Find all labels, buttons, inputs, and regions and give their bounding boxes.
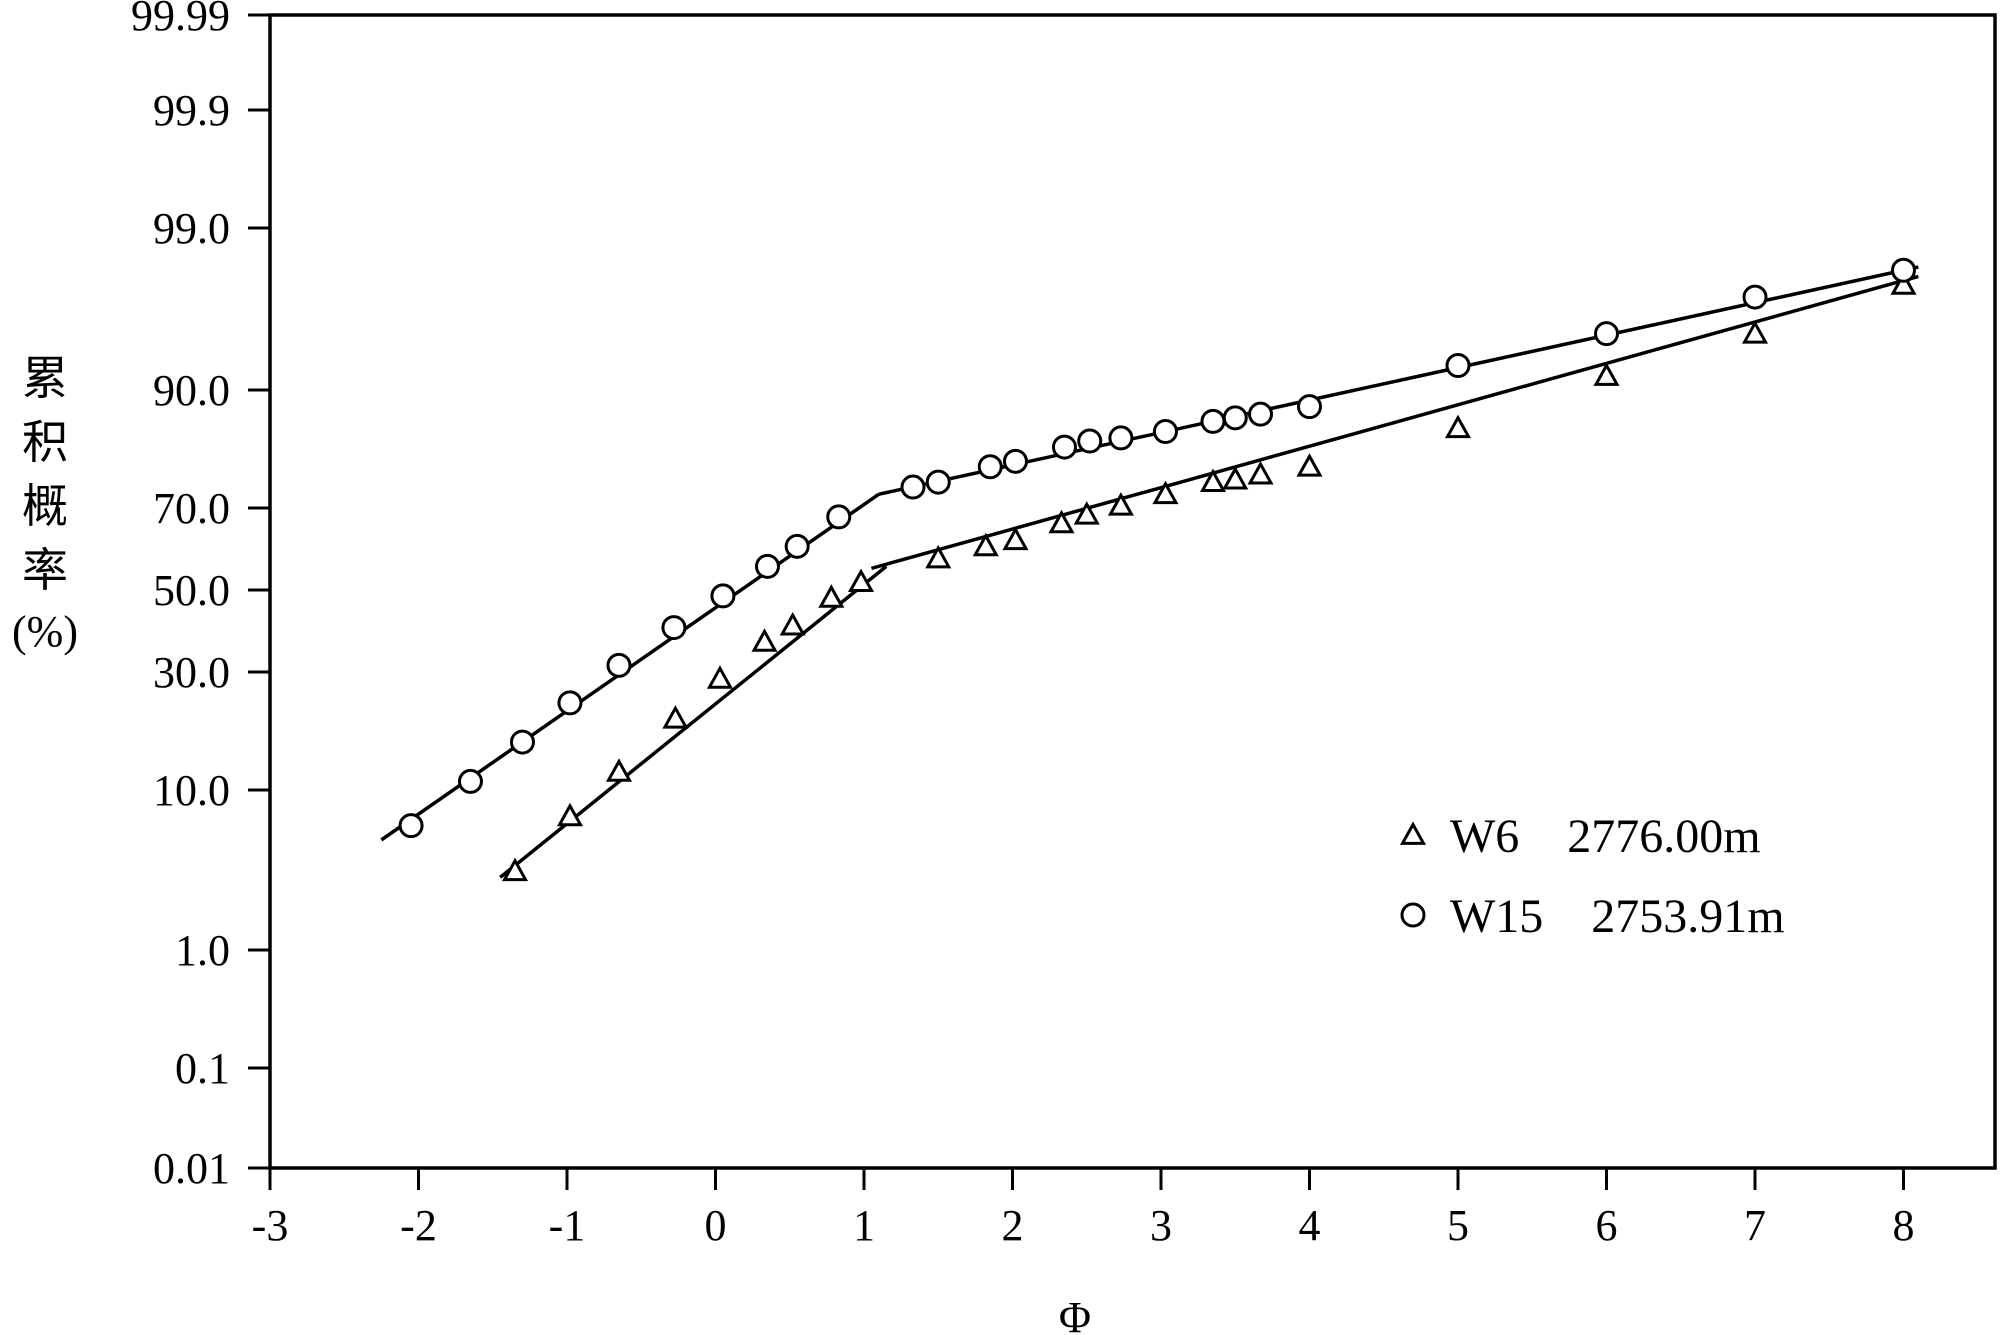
circle-marker [1445, 353, 1471, 379]
y-axis-title-unit: (%) [12, 607, 78, 656]
circle-marker [398, 813, 424, 839]
circle-marker [1200, 408, 1226, 434]
fit-line-segment [878, 265, 1919, 496]
x-tick-label: 7 [1744, 1201, 1766, 1250]
triangle-marker [1593, 362, 1620, 386]
triangle-marker [972, 532, 999, 557]
circle-marker [710, 583, 736, 609]
triangle-marker [1222, 466, 1249, 490]
x-tick-label: 3 [1150, 1201, 1172, 1250]
y-axis-title-char: 率 [22, 543, 68, 597]
triangle-marker [847, 568, 875, 593]
triangle-marker [925, 544, 952, 569]
x-tick-label: 5 [1447, 1201, 1469, 1250]
data-markers [398, 257, 1917, 882]
triangle-marker [1107, 492, 1134, 516]
x-axis-ticks: -3 -2 -1 0 1 2 3 4 5 6 7 8 [252, 1168, 1915, 1250]
triangle-marker [501, 857, 529, 882]
y-tick-label: 70.0 [153, 484, 230, 533]
y-tick-label: 99.9 [153, 86, 230, 135]
triangle-marker [1399, 821, 1427, 845]
triangle-marker [1890, 271, 1917, 295]
circle-marker [1400, 902, 1426, 928]
circle-marker [977, 454, 1003, 480]
circle-marker [900, 474, 926, 500]
circle-marker [925, 469, 951, 495]
triangle-marker [751, 628, 778, 652]
circle-marker [1222, 405, 1248, 431]
circle-marker [1152, 419, 1178, 445]
triangle-marker [1199, 468, 1227, 493]
x-tick-label: 1 [853, 1201, 875, 1250]
circle-marker [1077, 428, 1103, 454]
y-tick-label: 10.0 [153, 766, 230, 815]
circle-marker [1297, 394, 1322, 420]
fit-line-segment [870, 274, 1919, 571]
y-tick-label: 99.99 [131, 0, 230, 40]
y-axis-title-char: 累 [22, 351, 68, 405]
x-tick-label: -3 [252, 1201, 289, 1250]
triangle-marker [1247, 460, 1274, 485]
triangle-marker [779, 611, 806, 636]
triangle-marker [662, 705, 689, 729]
triangle-marker [556, 802, 584, 827]
circle-marker [826, 504, 852, 530]
triangle-marker [1073, 501, 1100, 525]
triangle-marker [1741, 320, 1769, 344]
triangle-marker [818, 584, 845, 608]
circle-marker [1594, 321, 1619, 347]
x-tick-label: -2 [400, 1201, 437, 1250]
circle-marker [1247, 401, 1273, 427]
legend-label: W6 2776.00m [1450, 810, 1761, 863]
circle-marker [1108, 425, 1134, 451]
x-axis-title: Φ [1059, 1293, 1091, 1335]
y-axis-title-char: 概 [22, 479, 68, 533]
y-tick-label: 50.0 [153, 566, 230, 615]
triangle-marker [1152, 480, 1179, 505]
circle-marker [661, 615, 687, 641]
circle-marker [1891, 257, 1916, 283]
y-tick-label: 0.1 [175, 1044, 230, 1093]
triangle-marker [1002, 526, 1029, 551]
triangle-marker [605, 758, 633, 782]
triangle-marker [706, 665, 734, 689]
y-tick-label: 1.0 [175, 926, 230, 975]
triangle-marker [1444, 414, 1472, 439]
x-tick-label: -1 [549, 1201, 586, 1250]
circle-marker [606, 652, 632, 678]
circle-marker [557, 690, 583, 716]
circle-marker [457, 768, 483, 794]
circle-marker [784, 533, 810, 559]
y-tick-label: 0.01 [153, 1144, 230, 1193]
y-tick-label: 90.0 [153, 366, 230, 415]
x-tick-label: 8 [1893, 1201, 1915, 1250]
circle-marker [1051, 434, 1077, 460]
x-tick-label: 2 [1002, 1201, 1024, 1250]
legend: W6 2776.00m W15 2753.91m [1399, 810, 1785, 943]
x-tick-label: 0 [705, 1201, 727, 1250]
circle-marker [754, 553, 780, 579]
x-tick-label: 6 [1596, 1201, 1618, 1250]
triangle-marker [1296, 453, 1323, 477]
legend-label: W15 2753.91m [1450, 890, 1785, 943]
circle-marker [1002, 448, 1028, 474]
circle-marker [1742, 284, 1768, 310]
x-tick-label: 4 [1299, 1201, 1321, 1250]
y-tick-label: 99.0 [153, 204, 230, 253]
y-axis-ticks: 0.010.11.010.030.050.070.090.099.099.999… [131, 0, 270, 1193]
y-axis-title-char: 积 [22, 415, 68, 469]
circle-marker [509, 729, 535, 755]
triangle-marker [1048, 509, 1075, 534]
y-tick-label: 30.0 [153, 648, 230, 697]
